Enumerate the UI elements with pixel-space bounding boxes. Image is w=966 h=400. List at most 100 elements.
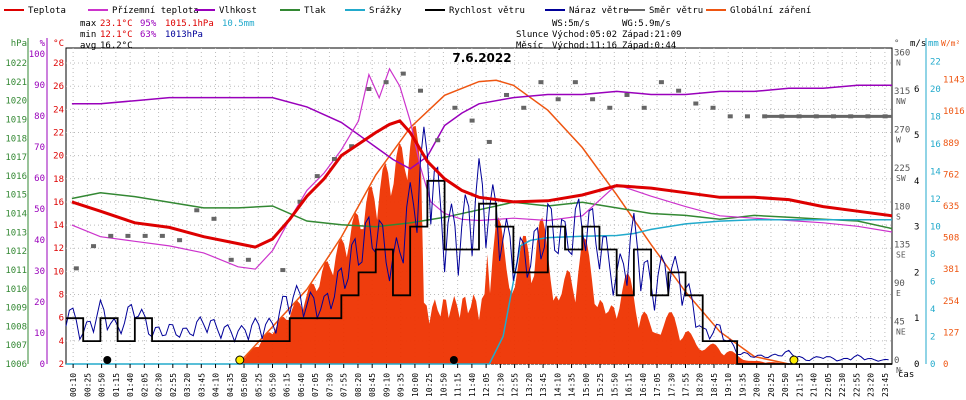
pressure-axis-tick-label: 1012 — [5, 247, 27, 257]
humidity-axis-tick-label: 40 — [34, 236, 45, 246]
wind-direction-point — [177, 238, 183, 243]
temperature-axis-tick-label: 24 — [53, 105, 64, 115]
x-tick-label: 20:50 — [781, 373, 790, 397]
stats-max-pressure: 1015.1hPa — [165, 19, 214, 29]
radiation-axis-tick-label: 889 — [943, 139, 959, 149]
x-tick-label: 02:55 — [169, 373, 178, 397]
humidity-axis-tick-label: 20 — [34, 298, 45, 308]
x-tick-label: 10:50 — [439, 373, 448, 397]
info-sunset: Západ:21:09 — [622, 30, 682, 40]
direction-axis-tick-label: 45 — [894, 318, 905, 328]
wind-direction-point — [641, 105, 647, 110]
pressure-axis-tick-label: 1008 — [5, 322, 27, 332]
direction-axis-compass-label: N — [896, 59, 901, 68]
sunset-marker — [789, 355, 799, 365]
direction-axis-compass-label: SW — [896, 174, 906, 183]
stats-min-pressure: 1013hPa — [165, 30, 203, 40]
x-tick-label: 13:20 — [525, 373, 534, 397]
wind-direction-point — [624, 92, 630, 97]
stats-max-temperature: 23.1°C — [100, 19, 133, 29]
x-tick-label: 07:05 — [311, 373, 320, 397]
x-tick-label: 18:45 — [710, 373, 719, 397]
temperature-axis-tick-label: 4 — [59, 337, 64, 347]
ground-temperature-line — [71, 67, 893, 270]
rain-axis-tick-label: 18 — [930, 113, 941, 123]
x-tick-label: 13:45 — [539, 373, 548, 397]
x-tick-label: 16:15 — [625, 373, 634, 397]
wind-direction-point — [504, 92, 510, 97]
pressure-axis-tick-label: 1021 — [5, 78, 27, 88]
wind-direction-point — [73, 266, 79, 271]
radiation-area — [238, 125, 782, 365]
temperature-axis-tick-label: 8 — [59, 291, 64, 301]
rain-axis-tick-label: 22 — [930, 58, 941, 68]
radiation-axis-tick-label: 381 — [943, 265, 959, 275]
temperature-axis-tick-label: 6 — [59, 314, 64, 324]
direction-axis-tick-label: 225 — [894, 164, 910, 174]
wind-direction-point — [555, 97, 561, 102]
wind-axis-tick-label: 6 — [914, 85, 919, 95]
temperature-axis-tick-label: 18 — [53, 175, 64, 185]
x-tick-label: 12:30 — [496, 373, 505, 397]
x-tick-label: 06:40 — [297, 373, 306, 397]
x-tick-label: 22:30 — [838, 373, 847, 397]
moonrise-marker — [449, 356, 458, 364]
pressure-axis-tick-label: 1016 — [5, 172, 27, 182]
info-wg: WG:5.9m/s — [622, 19, 671, 29]
stats-row-label: max — [80, 19, 97, 29]
humidity-axis-tick-label: 0 — [40, 360, 45, 370]
temperature-axis-tick-label: 20 — [53, 152, 64, 162]
direction-axis-tick-label: 270 — [894, 125, 910, 135]
pressure-axis-tick-label: 1013 — [5, 228, 27, 238]
pressure-axis-tick-label: 1018 — [5, 134, 27, 144]
pressure-axis-tick-label: 1020 — [5, 97, 27, 107]
radiation-axis-tick-label: 1016 — [943, 107, 965, 117]
direction-axis-tick-label: 90 — [894, 279, 905, 289]
x-tick-label: 14:10 — [553, 373, 562, 397]
temperature-axis-tick-label: 14 — [53, 221, 64, 231]
wind-direction-point — [245, 257, 251, 262]
wind-direction-point — [744, 114, 750, 119]
x-tick-label: 23:20 — [867, 373, 876, 397]
direction-axis-compass-label: SE — [896, 251, 906, 260]
legend-label: Rychlost větru — [449, 6, 525, 16]
x-tick-label: 01:15 — [112, 373, 121, 397]
direction-axis-tick-label: 135 — [894, 241, 910, 251]
pressure-axis-tick-label: 1017 — [5, 153, 27, 163]
wind-direction-point — [383, 80, 389, 85]
precipitation-line — [66, 218, 892, 365]
x-tick-label: 11:40 — [468, 373, 477, 397]
legend-label: Náraz větru — [569, 6, 629, 16]
pressure-axis-tick-label: 1011 — [5, 266, 27, 276]
wind-axis-tick-label: 4 — [914, 177, 919, 187]
x-tick-label: 11:15 — [454, 373, 463, 397]
wind-direction-point — [91, 244, 97, 249]
wind-direction-point — [211, 216, 217, 221]
humidity-axis-axis-label: % — [40, 39, 46, 49]
radiation-axis-tick-label: 762 — [943, 170, 959, 180]
stats-max-precipitation: 10.5mm — [222, 19, 255, 29]
pressure-axis-tick-label: 1015 — [5, 191, 27, 201]
wind-direction-point — [469, 118, 475, 123]
info-sunrise: Východ:05:02 — [552, 30, 617, 40]
direction-axis-compass-label: S — [896, 212, 901, 221]
radiation-axis-tick-label: 635 — [943, 202, 959, 212]
radiation-axis-tick-label: 0 — [943, 360, 948, 370]
wind-axis-tick-label: 1 — [914, 314, 919, 324]
temperature-axis-tick-label: 16 — [53, 198, 64, 208]
direction-axis-compass-label: W — [896, 135, 901, 144]
wind-axis-label: m/s — [910, 39, 926, 49]
pressure-axis-axis-label: hPa — [11, 39, 27, 49]
wind-direction-point — [727, 114, 733, 119]
temperature-axis-tick-label: 12 — [53, 244, 64, 254]
x-tick-label: 07:55 — [340, 373, 349, 397]
rain-axis-tick-label: 0 — [930, 360, 935, 370]
pressure-axis-tick-label: 1010 — [5, 285, 27, 295]
x-tick-label: 20:25 — [767, 373, 776, 397]
wind-speed-line — [66, 179, 892, 365]
wind-direction-point — [676, 88, 682, 93]
wind-direction-point — [142, 233, 148, 238]
legend-label: Směr větru — [649, 6, 703, 16]
direction-axis-label: ° — [894, 39, 899, 49]
